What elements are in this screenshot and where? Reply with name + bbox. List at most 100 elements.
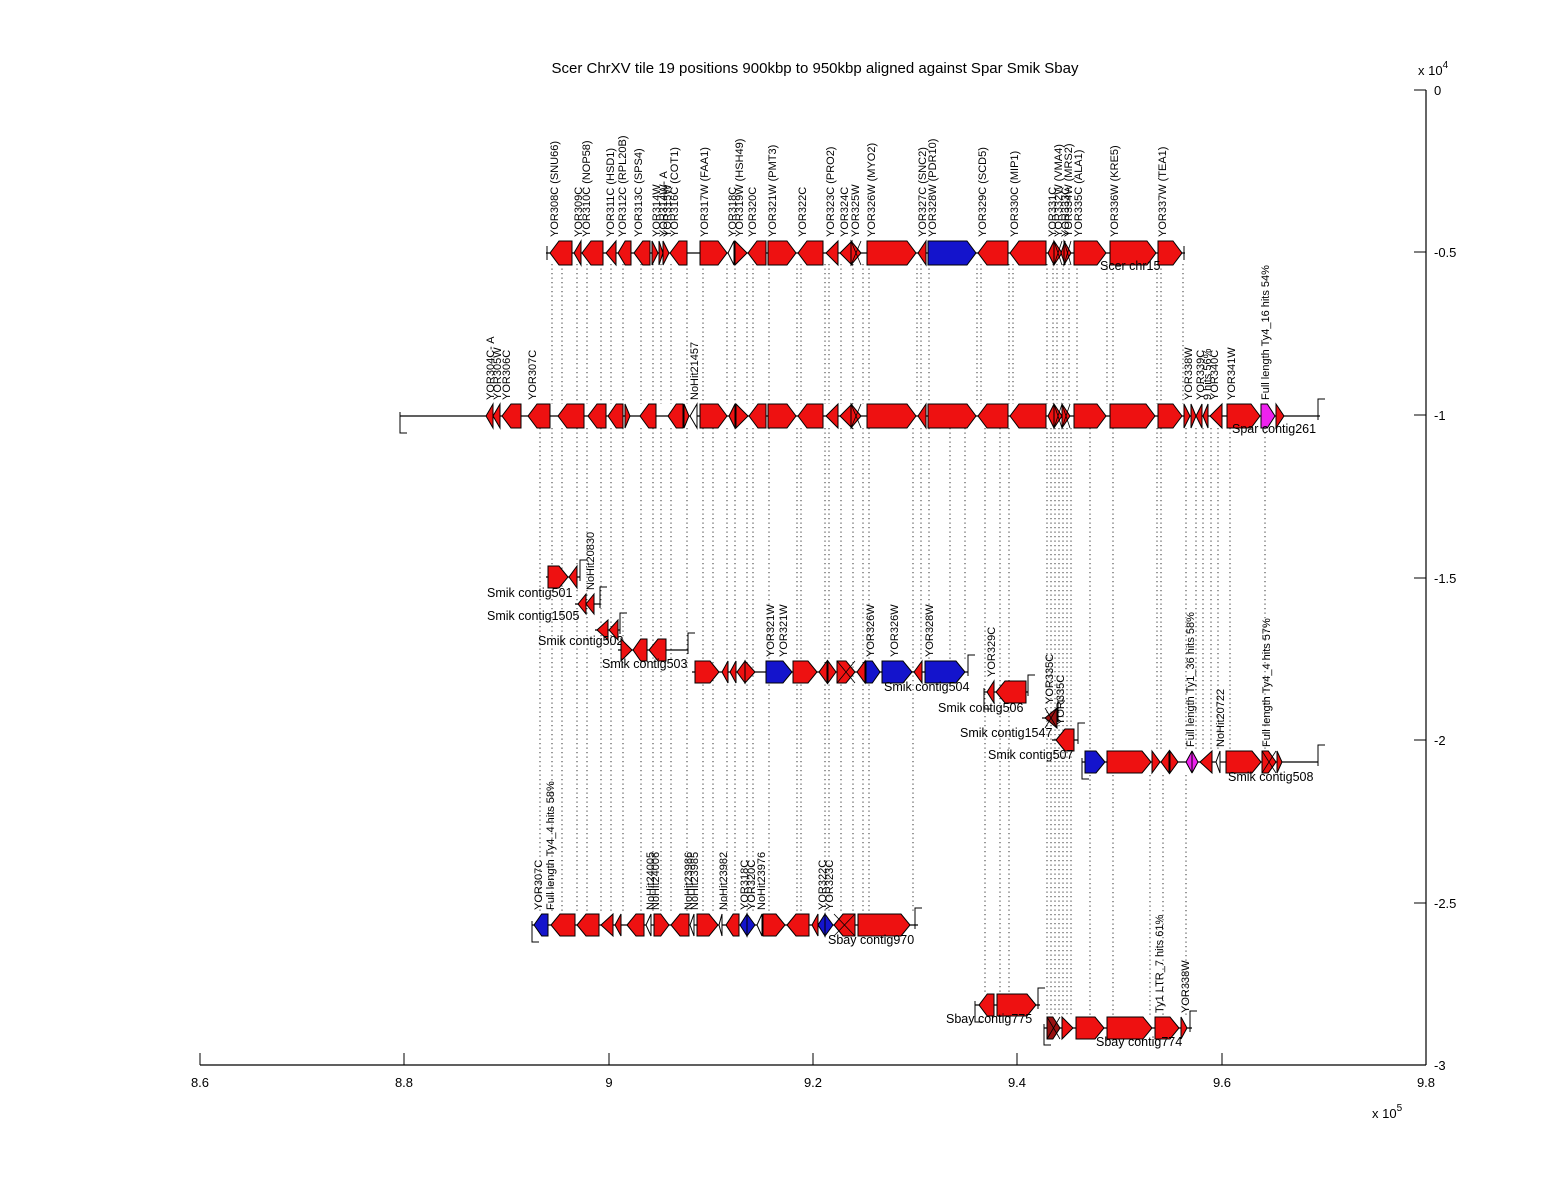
gene-arrow — [1047, 403, 1055, 429]
gene-arrow — [1215, 750, 1221, 774]
gene-arrow — [653, 913, 670, 937]
contig-endcap — [599, 586, 607, 608]
contig-endcap — [1057, 700, 1065, 722]
gene-label: YOR307C — [533, 860, 545, 910]
gene-arrow — [1073, 240, 1107, 266]
gene-arrow — [1055, 728, 1075, 752]
gene-arrow — [1084, 750, 1106, 774]
x-axis-exponent: x 105 — [1372, 1103, 1403, 1121]
gene-arrow — [924, 660, 966, 684]
gene-label: Ty1 LTR_7 hits 61% — [1154, 915, 1166, 1013]
gene-arrow — [1109, 240, 1157, 266]
gene-arrow — [718, 913, 723, 937]
contig-endcap — [579, 559, 587, 581]
gene-arrow — [1180, 1016, 1188, 1040]
gene-label: YOR325W — [850, 184, 862, 237]
gene-arrow — [651, 240, 659, 266]
gene-label: NoHit20722 — [1215, 689, 1227, 747]
gene-arrow — [617, 240, 632, 266]
contig-name-label: Smik contig508 — [1228, 770, 1314, 784]
gene-label: NoHit24005 — [645, 852, 657, 910]
gene-label: YOR308C (SNU66) — [549, 141, 561, 237]
gene-arrow — [792, 660, 818, 684]
gene-arrow — [818, 659, 828, 685]
contig-name-label: Sbay contig774 — [1096, 1035, 1182, 1049]
gene-arrow — [996, 993, 1037, 1017]
gene-arrow — [762, 913, 786, 937]
gene-label: YOR331C — [1047, 187, 1059, 237]
contig-name-label: Sbay contig970 — [828, 933, 914, 947]
contig-endcap — [1043, 1024, 1051, 1046]
contig-name-label: Smik contig501 — [487, 586, 573, 600]
gene-arrow — [734, 239, 748, 267]
gene-label: YOR338W — [1180, 960, 1192, 1013]
gene-label: YOR339C — [1195, 350, 1207, 400]
gene-arrow — [765, 660, 793, 684]
gene-label: YOR316C (COT1) — [669, 147, 681, 237]
gene-arrow — [576, 913, 600, 937]
gene-arrow — [1275, 402, 1285, 430]
gene-arrow — [1151, 749, 1161, 775]
contig-endcap — [399, 412, 407, 434]
gene-arrow — [756, 913, 763, 937]
gene-hatch — [833, 913, 856, 937]
contig-name-label: Sbay contig775 — [946, 1012, 1032, 1026]
gene-hatch — [1053, 403, 1063, 429]
gene-arrow — [639, 403, 657, 429]
gene-arrow — [978, 993, 995, 1017]
x-tick-label: 8.6 — [191, 1075, 209, 1090]
contig-name-label: Smik contig507 — [988, 748, 1074, 762]
gene-arrow — [485, 402, 494, 430]
gene-label: YOR336W (KRE5) — [1109, 145, 1121, 237]
gene-arrow — [1009, 403, 1047, 429]
gene-label: 9 hits 56% — [1202, 348, 1214, 400]
gene-arrow — [527, 403, 551, 429]
gene-arrow — [585, 592, 595, 616]
gene-arrow — [699, 403, 728, 429]
gene-arrow — [729, 660, 737, 684]
gene-arrow — [1195, 403, 1203, 429]
gene-arrow — [721, 660, 729, 684]
gene-arrow — [620, 637, 633, 663]
gene-arrow — [746, 912, 756, 938]
gene-arrow — [866, 240, 917, 266]
gene-label: YOR304C- A — [485, 336, 497, 400]
gene-arrow — [986, 679, 995, 705]
gene-arrow — [1106, 750, 1152, 774]
y-tick-label: -2.5 — [1434, 896, 1456, 911]
gene-label: YOR329C — [986, 627, 998, 677]
gene-arrow — [767, 240, 797, 266]
gene-arrow — [917, 402, 927, 430]
gene-label: YOR320C — [746, 860, 758, 910]
gene-arrow — [881, 660, 913, 684]
gene-label: YOR332W (VMA4) — [1053, 144, 1065, 237]
gene-arrow — [1154, 1016, 1180, 1040]
gene-arrow — [1157, 240, 1183, 266]
gene-label: NoHit23976 — [756, 852, 768, 910]
gene-arrow — [839, 239, 853, 267]
gene-label: YOR305W — [492, 347, 504, 400]
gene-label: YOR341W — [1226, 347, 1238, 400]
gene-arrow — [857, 913, 911, 937]
contig-name-label: Smik contig1505 — [487, 609, 579, 623]
contig-name-label: Smik contig503 — [602, 657, 688, 671]
gene-arrow — [735, 402, 749, 430]
gene-label: YOR321W — [778, 604, 790, 657]
x-tick-label: 9.8 — [1417, 1075, 1435, 1090]
gene-arrow — [1169, 749, 1179, 775]
gene-arrow — [667, 403, 684, 429]
gene-hatch — [1053, 240, 1063, 266]
gene-arrow — [1191, 750, 1199, 774]
gene-arrow — [825, 402, 839, 430]
gene-label: YOR313C (SPS4) — [633, 148, 645, 237]
y-tick-label: -0.5 — [1434, 245, 1456, 260]
gene-arrow — [1276, 750, 1283, 774]
gene-arrow — [658, 240, 664, 266]
gene-label: YOR324C — [839, 187, 851, 237]
gene-arrow — [587, 403, 607, 429]
contig-endcap — [1317, 398, 1325, 420]
gene-label: YOR329C (SCD5) — [977, 147, 989, 237]
gene-arrow — [549, 240, 573, 266]
gene-label: YOR322C — [817, 860, 829, 910]
y-axis-exponent: x 104 — [1418, 60, 1449, 78]
